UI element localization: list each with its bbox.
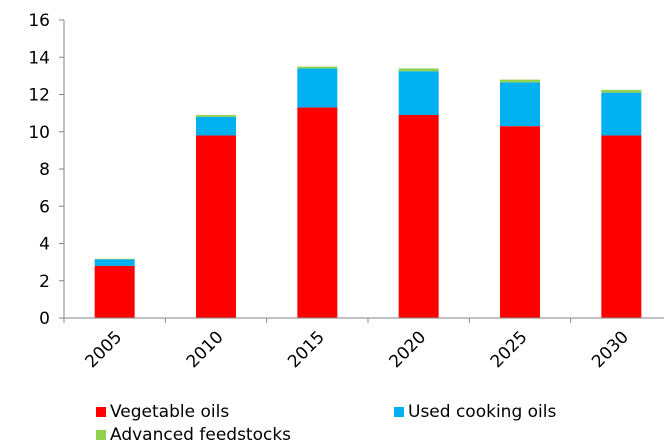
bar-advanced-feedstocks-2020: [398, 68, 439, 72]
bars-group: [94, 66, 642, 318]
x-tick-label: 2025: [487, 327, 532, 372]
legend-label-used-cooking-oils: Used cooking oils: [408, 402, 557, 422]
bar-advanced-feedstocks-2015: [297, 66, 338, 69]
x-tick-label: 2010: [183, 327, 228, 372]
y-tick-label: 10: [28, 123, 50, 143]
y-tick-label: 2: [39, 272, 50, 292]
bar-used-cooking-oils-2030: [601, 92, 642, 136]
x-ticks-group: 2005 2010 2015 2020 2025 2030: [63, 318, 633, 372]
y-ticks-group: 0 2 4 6 8 10 12 14 16: [28, 11, 64, 329]
legend-item-advanced-feedstocks: Advanced feedstocks: [96, 425, 291, 445]
legend-swatch-advanced-feedstocks: [96, 430, 106, 440]
y-tick-label: 14: [28, 48, 50, 68]
x-tick-label: 2015: [284, 327, 329, 372]
bar-advanced-feedstocks-2010: [196, 114, 236, 117]
bar-used-cooking-oils-2005: [94, 259, 135, 266]
bar-vegetable-oils-2005: [94, 265, 135, 318]
bar-used-cooking-oils-2015: [297, 68, 338, 108]
x-tick-label: 2030: [588, 327, 633, 372]
bar-advanced-feedstocks-2030: [601, 89, 642, 93]
legend-swatch-used-cooking-oils: [394, 407, 404, 417]
y-tick-label: 0: [39, 309, 50, 329]
legend-swatch-vegetable-oils: [96, 407, 106, 417]
legend-label-vegetable-oils: Vegetable oils: [110, 402, 230, 422]
bar-advanced-feedstocks-2005: [94, 258, 135, 260]
y-tick-label: 6: [39, 197, 50, 217]
y-tick-label: 16: [28, 11, 50, 31]
y-tick-label: 4: [39, 235, 50, 255]
bar-used-cooking-oils-2025: [500, 82, 540, 127]
legend-item-vegetable-oils: Vegetable oils: [96, 402, 229, 422]
legend-item-used-cooking-oils: Used cooking oils: [394, 402, 556, 422]
y-tick-label: 8: [39, 160, 50, 180]
bar-vegetable-oils-2010: [196, 135, 236, 318]
bar-vegetable-oils-2030: [601, 135, 642, 318]
bar-vegetable-oils-2025: [500, 126, 540, 318]
stacked-bar-chart: 0 2 4 6 8 10 12 14 16 2005 2010 2015 2020 2025 2030: [28, 11, 664, 372]
bar-used-cooking-oils-2020: [398, 71, 439, 115]
bar-vegetable-oils-2015: [297, 107, 338, 318]
bar-advanced-feedstocks-2025: [500, 79, 540, 83]
bar-used-cooking-oils-2010: [196, 116, 236, 136]
x-tick-label: 2020: [385, 327, 430, 372]
y-tick-label: 12: [28, 86, 50, 106]
bar-vegetable-oils-2020: [398, 114, 439, 318]
axes-group: [63, 20, 664, 319]
legend-label-advanced-feedstocks: Advanced feedstocks: [110, 425, 292, 445]
x-tick-label: 2005: [81, 327, 126, 372]
